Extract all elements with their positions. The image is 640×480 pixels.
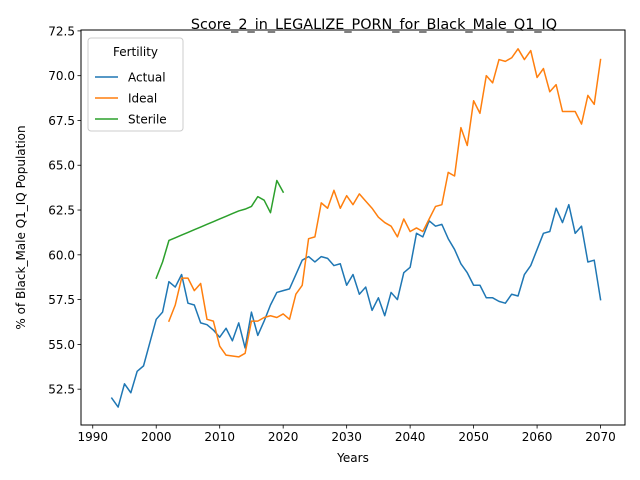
x-tick-label: 2070 — [585, 430, 616, 444]
x-tick-label: 2000 — [141, 430, 172, 444]
x-tick-label: 2040 — [395, 430, 426, 444]
plot-area — [110, 48, 602, 408]
legend: Fertility Actual Ideal Sterile — [87, 37, 184, 132]
series-line-sterile — [155, 179, 285, 280]
x-tick-label: 2020 — [268, 430, 299, 444]
series-line-actual — [110, 203, 602, 408]
x-axis-label: Years — [336, 451, 369, 465]
legend-label-actual: Actual — [128, 71, 166, 85]
x-axis: 1990 2000 2010 2020 2030 2040 2050 2060 2070 — [77, 425, 616, 444]
x-tick-label: 1990 — [77, 430, 108, 444]
axes-frame — [80, 29, 626, 426]
y-tick-label: 70.0 — [48, 69, 75, 83]
y-tick-label: 65.0 — [48, 159, 75, 173]
y-axis: 52.5 55.0 57.5 60.0 62.5 65.0 67.5 70.0 72.5 — [48, 24, 81, 397]
legend-title: Fertility — [113, 45, 158, 59]
x-tick-label: 2050 — [458, 430, 489, 444]
legend-label-sterile: Sterile — [128, 113, 167, 127]
y-axis-label: % of Black_Male Q1_IQ Population — [14, 125, 28, 329]
x-tick-label: 2010 — [204, 430, 235, 444]
y-tick-label: 62.5 — [48, 204, 75, 218]
x-tick-label: 2060 — [522, 430, 553, 444]
y-tick-label: 57.5 — [48, 293, 75, 307]
y-tick-label: 52.5 — [48, 383, 75, 397]
chart-title: Score_2_in_LEGALIZE_PORN_for_Black_Male_… — [191, 17, 557, 33]
y-tick-label: 72.5 — [48, 24, 75, 38]
series-line-ideal — [167, 48, 602, 358]
legend-box — [87, 37, 184, 132]
y-tick-label: 60.0 — [48, 248, 75, 262]
y-tick-label: 67.5 — [48, 114, 75, 128]
y-tick-label: 55.0 — [48, 338, 75, 352]
x-tick-label: 2030 — [331, 430, 362, 444]
legend-label-ideal: Ideal — [128, 92, 157, 106]
